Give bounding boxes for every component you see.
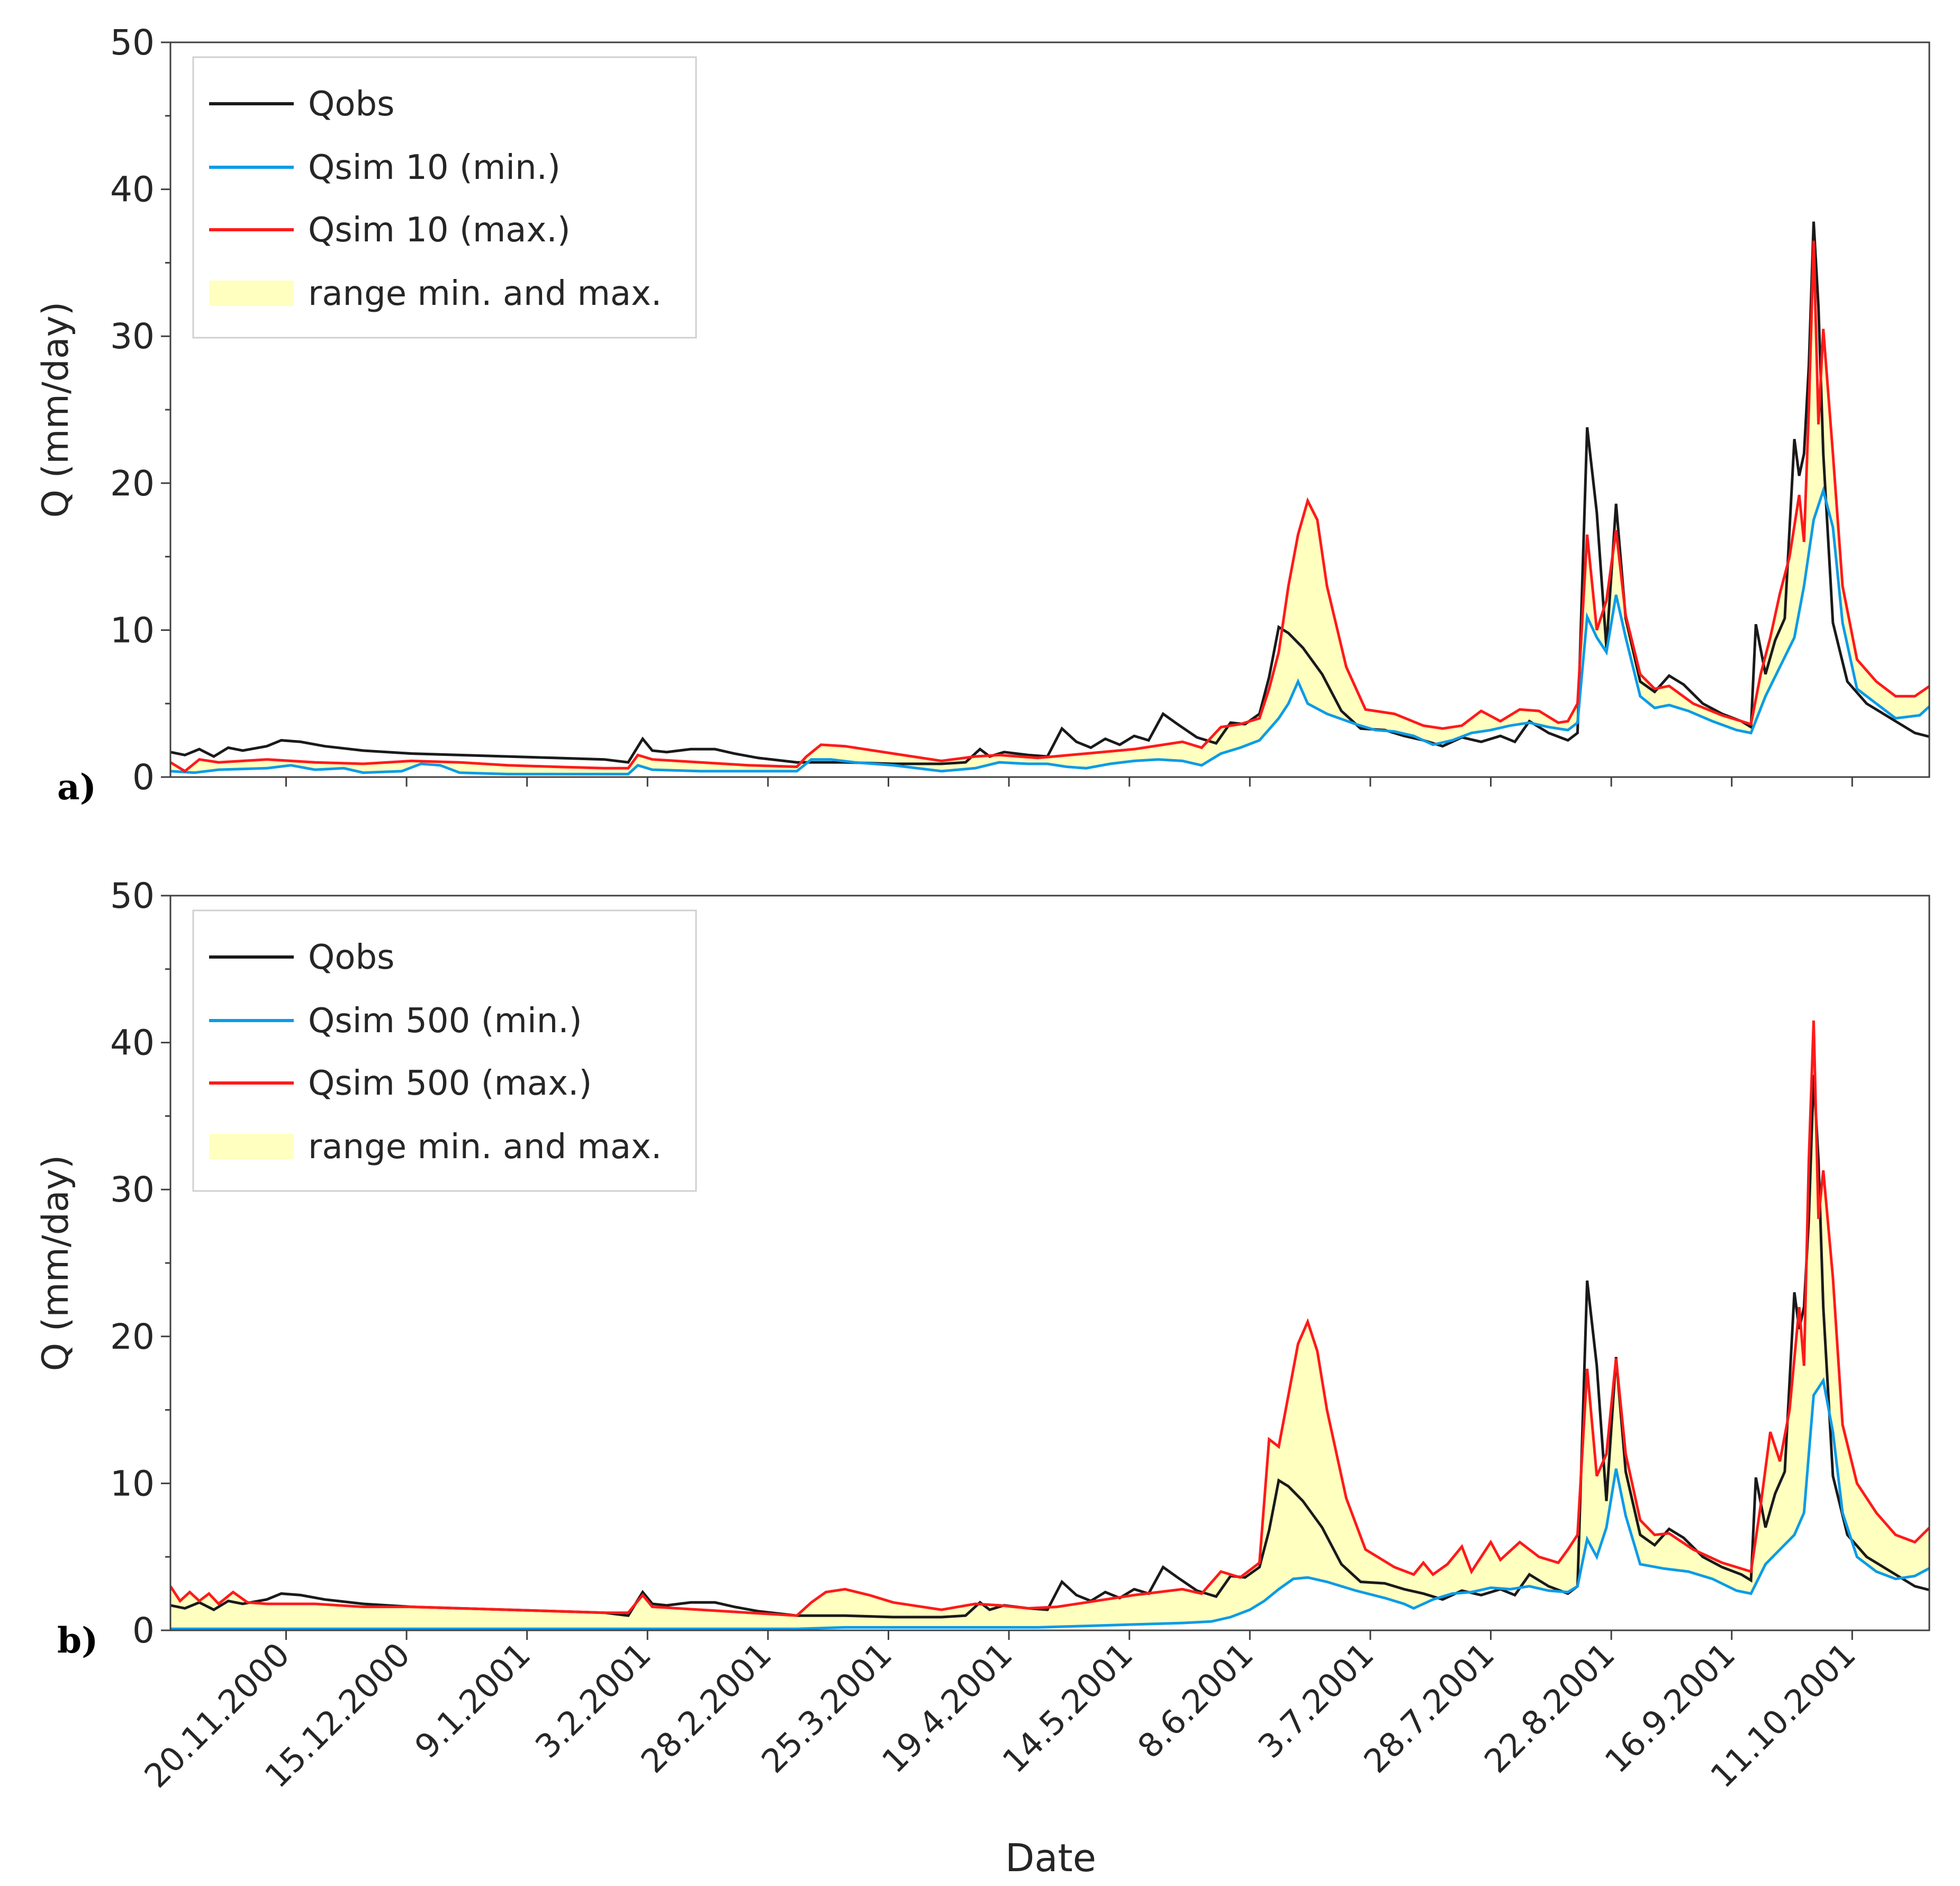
y-tick-label-a: 30 xyxy=(110,316,155,357)
x-axis-label: Date xyxy=(1005,1836,1096,1880)
qsim-max-line-a xyxy=(170,240,1929,773)
panel-b: 0 10 20 30 40 50 20.11.200015.12.20009.1.2001… xyxy=(35,876,1930,1880)
y-tick-label-b: 50 xyxy=(110,876,155,916)
y-tick-label-a: 50 xyxy=(110,22,155,63)
x-tick-label: 28.2.2001 xyxy=(634,1635,779,1781)
x-ticks-b: 20.11.200015.12.20009.1.20013.2.200128.2… xyxy=(137,1630,1863,1795)
y-ticks-a: 0 10 20 30 40 50 xyxy=(110,22,170,798)
y-tick-label-a: 10 xyxy=(110,610,155,651)
legend-a: Qobs Qsim 10 (min.) Qsim 10 (max.) range… xyxy=(192,56,697,339)
legend-label-min-a: Qsim 10 (min.) xyxy=(308,148,561,187)
legend-swatch-range-a xyxy=(209,281,294,306)
x-tick-label: 9.1.2001 xyxy=(407,1635,538,1766)
y-tick-label-b: 30 xyxy=(110,1169,155,1210)
y-tick-label-a: 0 xyxy=(132,757,155,798)
y-tick-label-a: 20 xyxy=(110,463,155,504)
legend-b: Qobs Qsim 500 (min.) Qsim 500 (max.) ran… xyxy=(192,909,697,1192)
legend-label-min-b: Qsim 500 (min.) xyxy=(308,1001,582,1041)
y-tick-label-b: 10 xyxy=(110,1463,155,1504)
panel-label-b: b) xyxy=(57,1620,98,1661)
y-tick-label-b: 0 xyxy=(132,1610,155,1651)
x-tick-label: 3.2.2001 xyxy=(528,1635,658,1766)
x-tick-label: 3.7.2001 xyxy=(1251,1635,1381,1766)
legend-label-max-a: Qsim 10 (max.) xyxy=(308,211,571,250)
y-ticks-b: 0 10 20 30 40 50 xyxy=(110,876,170,1651)
panel-a: 0 10 20 30 40 50 Q (mm/day) a) Qobs Qsim 10 (… xyxy=(35,22,1930,808)
legend-swatch-range-b xyxy=(209,1134,294,1159)
legend-label-max-b: Qsim 500 (max.) xyxy=(308,1064,592,1103)
y-tick-label-b: 40 xyxy=(110,1023,155,1063)
range-fill-a xyxy=(170,240,1929,774)
legend-label-qobs-a: Qobs xyxy=(308,85,395,124)
x-tick-label: 22.8.2001 xyxy=(1477,1635,1622,1781)
x-tick-label: 25.3.2001 xyxy=(754,1635,899,1781)
x-tick-label: 28.7.2001 xyxy=(1356,1635,1502,1781)
legend-label-range-b: range min. and max. xyxy=(308,1127,662,1167)
y-tick-label-b: 20 xyxy=(110,1316,155,1357)
x-tick-label: 19.4.2001 xyxy=(874,1635,1020,1781)
legend-label-range-a: range min. and max. xyxy=(308,274,662,313)
y-tick-label-a: 40 xyxy=(110,169,155,210)
x-tick-label: 8.6.2001 xyxy=(1130,1635,1261,1766)
x-tick-label: 14.5.2001 xyxy=(995,1635,1141,1781)
x-ticks-a xyxy=(285,777,1853,787)
range-fill-b xyxy=(170,1021,1929,1629)
y-axis-label-b: Q (mm/day) xyxy=(35,1155,77,1371)
qsim-min-line-a xyxy=(170,485,1929,775)
legend-label-qobs-b: Qobs xyxy=(308,938,395,977)
y-axis-label-a: Q (mm/day) xyxy=(35,302,77,518)
qsim-min-line-b xyxy=(170,1377,1929,1630)
panel-label-a: a) xyxy=(57,766,96,808)
qsim-max-line-b xyxy=(170,1020,1929,1617)
qobs-line-a xyxy=(170,221,1929,765)
